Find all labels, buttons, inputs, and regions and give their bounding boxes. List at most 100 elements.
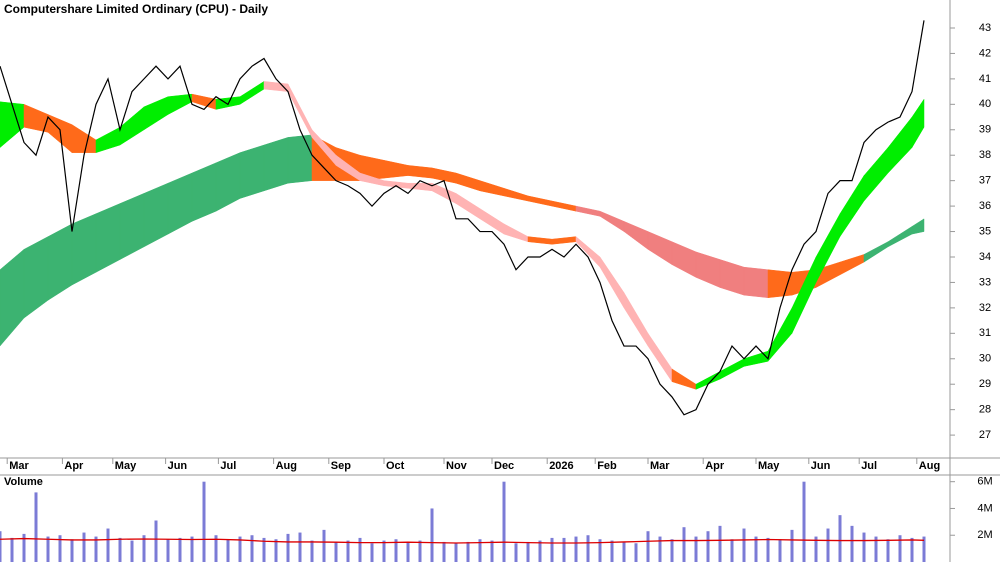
- volume-bar: [646, 531, 650, 562]
- volume-bar: [190, 536, 194, 562]
- volume-bar: [466, 541, 470, 562]
- y-tick-label: 2M: [977, 529, 992, 541]
- band-segment: [71, 213, 97, 286]
- volume-bar: [382, 540, 386, 562]
- volume-bar: [46, 536, 50, 562]
- x-tick-label: Sep: [331, 460, 351, 472]
- volume-bar: [298, 532, 302, 562]
- volume-bar: [94, 536, 98, 562]
- volume-bar: [0, 531, 2, 562]
- y-tick-label: 32: [979, 302, 991, 314]
- volume-bar: [202, 481, 206, 562]
- volume-bar: [166, 539, 170, 562]
- y-tick-label: 35: [979, 225, 991, 237]
- volume-bar: [334, 541, 338, 562]
- volume-bar: [814, 536, 818, 562]
- volume-bar: [226, 539, 230, 562]
- y-tick-label: 39: [979, 124, 991, 136]
- volume-bar: [34, 492, 38, 562]
- y-tick-label: 27: [979, 429, 991, 441]
- volume-bar: [586, 535, 590, 562]
- volume-bar: [322, 529, 326, 562]
- volume-bar: [802, 481, 806, 562]
- x-tick-label: Mar: [650, 460, 670, 472]
- volume-bar: [214, 535, 218, 562]
- y-tick-label: 4M: [977, 502, 992, 514]
- volume-bar: [898, 535, 902, 562]
- band-segment: [743, 266, 769, 298]
- x-tick-label: Jul: [861, 460, 877, 472]
- volume-bar: [358, 537, 362, 562]
- x-tick-label: May: [115, 460, 137, 472]
- volume-bar: [670, 539, 674, 562]
- volume-bar: [562, 537, 566, 562]
- x-tick-label: 2026: [549, 460, 573, 472]
- volume-bar: [250, 535, 254, 562]
- volume-bar: [394, 539, 398, 562]
- volume-bar: [70, 539, 74, 562]
- y-tick-label: 33: [979, 276, 991, 288]
- volume-bar: [838, 515, 842, 562]
- volume-bar: [790, 529, 794, 562]
- volume-bar: [610, 540, 614, 562]
- volume-bar: [442, 541, 446, 562]
- volume-bar: [598, 539, 602, 562]
- volume-bar: [754, 536, 758, 562]
- volume-bar: [658, 536, 662, 562]
- volume-bar: [142, 535, 146, 562]
- band-segment: [911, 98, 925, 149]
- volume-bar: [118, 537, 122, 562]
- volume-bar: [58, 535, 62, 562]
- volume-bar: [490, 540, 494, 562]
- volume-bar: [406, 541, 410, 562]
- x-tick-label: Oct: [386, 460, 405, 472]
- volume-bar: [22, 533, 26, 562]
- y-tick-label: 43: [979, 22, 991, 34]
- y-tick-label: 28: [979, 404, 991, 416]
- y-tick-label: 38: [979, 149, 991, 161]
- x-tick-label: Aug: [276, 460, 297, 472]
- volume-bar: [106, 528, 110, 562]
- volume-bar: [526, 541, 530, 562]
- chart-title: Computershare Limited Ordinary (CPU) - D…: [4, 2, 268, 16]
- volume-bar: [130, 540, 134, 562]
- y-tick-label: 31: [979, 327, 991, 339]
- plot-layer: [0, 20, 925, 416]
- volume-bar: [538, 540, 542, 562]
- volume-bar: [262, 537, 266, 562]
- volume-bar: [682, 527, 686, 562]
- band-segment: [191, 162, 217, 222]
- x-tick-label: Jun: [811, 460, 831, 472]
- volume-bar: [514, 543, 518, 562]
- volume-bar: [826, 528, 830, 562]
- volume-bar: [478, 539, 482, 562]
- x-tick-label: Jul: [220, 460, 236, 472]
- volume-bar: [850, 525, 854, 562]
- band-segment: [767, 269, 793, 298]
- volume-bar: [574, 536, 578, 562]
- volume-bar: [634, 543, 638, 562]
- volume-bar: [286, 533, 290, 562]
- y-tick-label: 40: [979, 98, 991, 110]
- volume-bar: [274, 539, 278, 562]
- volume-bar: [154, 520, 158, 562]
- y-tick-label: 42: [979, 47, 991, 59]
- volume-bar: [178, 537, 182, 562]
- volume-bar: [922, 536, 926, 562]
- volume-bar: [346, 540, 350, 562]
- volume-bar: [718, 525, 722, 562]
- volume-bar: [730, 539, 734, 562]
- volume-title: Volume: [4, 476, 43, 488]
- y-tick-label: 30: [979, 353, 991, 365]
- band-segment: [287, 134, 313, 184]
- volume-bar: [862, 532, 866, 562]
- y-tick-label: 34: [979, 251, 991, 263]
- x-tick-label: Apr: [705, 460, 725, 472]
- volume-bar: [502, 481, 506, 562]
- volume-bar: [370, 543, 374, 562]
- x-tick-label: May: [758, 460, 780, 472]
- x-tick-label: Apr: [64, 460, 84, 472]
- y-tick-label: 29: [979, 378, 991, 390]
